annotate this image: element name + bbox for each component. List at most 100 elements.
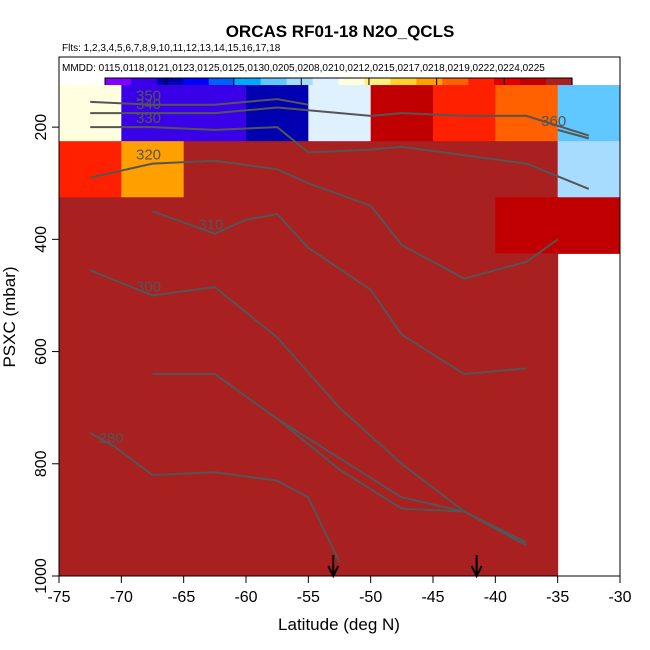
dates-label: MMDD: 0115,0118,0121,0123,0125,0125,0130… xyxy=(62,63,545,74)
heatmap-cell xyxy=(433,85,496,142)
heatmap-cell xyxy=(308,477,372,535)
contour-label: 330 xyxy=(136,110,161,127)
flights-label: Flts: 1,2,3,4,5,6,7,8,9,10,11,12,13,14,1… xyxy=(62,43,281,54)
heatmap-cell xyxy=(370,533,434,577)
heatmap-cell xyxy=(433,365,496,423)
heatmap-cell xyxy=(433,309,496,367)
x-tick-label: -70 xyxy=(110,589,133,606)
heatmap-cell xyxy=(308,365,372,423)
heatmap-cell xyxy=(495,141,559,198)
heatmap-cell xyxy=(370,421,434,479)
heatmap-cell xyxy=(308,309,372,367)
heatmap-cell xyxy=(308,533,372,577)
x-tick-label: -30 xyxy=(608,589,631,606)
contour-line xyxy=(557,128,590,140)
heatmap-cell xyxy=(183,477,247,535)
heatmap-cell xyxy=(59,365,122,423)
y-tick-label: 600 xyxy=(33,338,50,365)
heatmap-cell xyxy=(370,253,434,310)
x-tick-label: -60 xyxy=(234,589,257,606)
heatmap-cell xyxy=(183,141,247,198)
heatmap-cell xyxy=(59,309,122,367)
heatmap-cell xyxy=(246,85,309,142)
heatmap-cell xyxy=(370,309,434,367)
heatmap-cell xyxy=(246,365,309,423)
heatmap-cell xyxy=(121,477,185,535)
heatmap-cell xyxy=(183,533,247,577)
contour-label: 300 xyxy=(136,279,161,296)
heatmap-cell xyxy=(433,533,496,577)
heatmap-cell xyxy=(495,533,559,577)
heatmap-cell xyxy=(433,253,496,310)
x-axis-label: Latitude (deg N) xyxy=(278,615,400,634)
heatmap-cell xyxy=(59,421,122,479)
x-tick-label: -45 xyxy=(421,589,444,606)
x-tick-label: -50 xyxy=(359,589,382,606)
x-tick-label: -65 xyxy=(172,589,195,606)
heatmap-cell xyxy=(121,197,185,254)
heatmap-cell xyxy=(59,197,122,254)
heatmap-cell xyxy=(246,477,309,535)
heatmap-cell xyxy=(246,421,309,479)
contour-line xyxy=(89,432,341,563)
plot-frame xyxy=(58,56,621,577)
heatmap-cell xyxy=(246,197,309,254)
y-axis: 200 400 600 800 1000 xyxy=(33,114,59,594)
heatmap-cell xyxy=(370,477,434,535)
heatmap-cell xyxy=(121,309,185,367)
heatmap-cell xyxy=(557,197,621,254)
heatmap-cell xyxy=(433,141,496,198)
x-tick-label: -75 xyxy=(47,589,70,606)
heatmap-cell xyxy=(495,477,559,535)
contour-label: 280 xyxy=(99,430,124,447)
heatmap-cell xyxy=(246,253,309,310)
heatmap-cell xyxy=(183,421,247,479)
contour-line xyxy=(90,106,590,137)
contour-line xyxy=(89,159,559,280)
heatmap-cell xyxy=(121,141,185,198)
heatmap-cell xyxy=(246,533,309,577)
heatmap-cell xyxy=(495,85,559,142)
heatmap-cell xyxy=(495,197,559,254)
heatmap-cell xyxy=(557,141,621,198)
contour-label: 350 xyxy=(136,88,161,105)
heatmap-cell xyxy=(370,365,434,423)
y-tick-label: 800 xyxy=(33,450,50,477)
heatmap-cell xyxy=(121,533,185,577)
y-tick-label: 1000 xyxy=(33,558,50,594)
x-axis: -75 -70 -65 -60 -55 -50 -45 -40 -35 -30 xyxy=(47,576,632,606)
heatmap-cells xyxy=(59,85,621,577)
contour-label: 310 xyxy=(198,217,223,234)
heatmap-cell xyxy=(121,253,185,310)
heatmap-cell xyxy=(495,421,559,479)
heatmap-cell xyxy=(495,365,559,423)
heatmap-cell xyxy=(433,421,496,479)
heatmap-cell xyxy=(183,309,247,367)
contour-line xyxy=(90,98,309,106)
y-tick-label: 400 xyxy=(33,226,50,253)
y-axis-label: PSXC (mbar) xyxy=(0,266,19,367)
heatmap-cell xyxy=(59,253,122,310)
contour-label: 360 xyxy=(541,113,566,130)
heatmap-cell xyxy=(308,197,372,254)
contour-line xyxy=(89,269,527,544)
contour-label: 320 xyxy=(136,147,161,164)
contour-line xyxy=(152,210,527,376)
contour-line xyxy=(90,126,590,190)
x-tick-label: -55 xyxy=(297,589,320,606)
heatmap-cell xyxy=(121,365,185,423)
heatmap-cell xyxy=(59,533,122,577)
chart-title: ORCAS RF01-18 N2O_QCLS xyxy=(226,22,455,41)
heatmap-cell xyxy=(308,253,372,310)
x-tick-label: -40 xyxy=(484,589,507,606)
heatmap-cell xyxy=(183,253,247,310)
heatmap-cell xyxy=(495,309,559,367)
heatmap-cell xyxy=(121,421,185,479)
heatmap-cell xyxy=(495,253,559,310)
heatmap-cell xyxy=(59,477,122,535)
contour-line xyxy=(152,373,521,544)
y-tick-label: 200 xyxy=(33,114,50,141)
heatmap-cell xyxy=(59,141,122,198)
